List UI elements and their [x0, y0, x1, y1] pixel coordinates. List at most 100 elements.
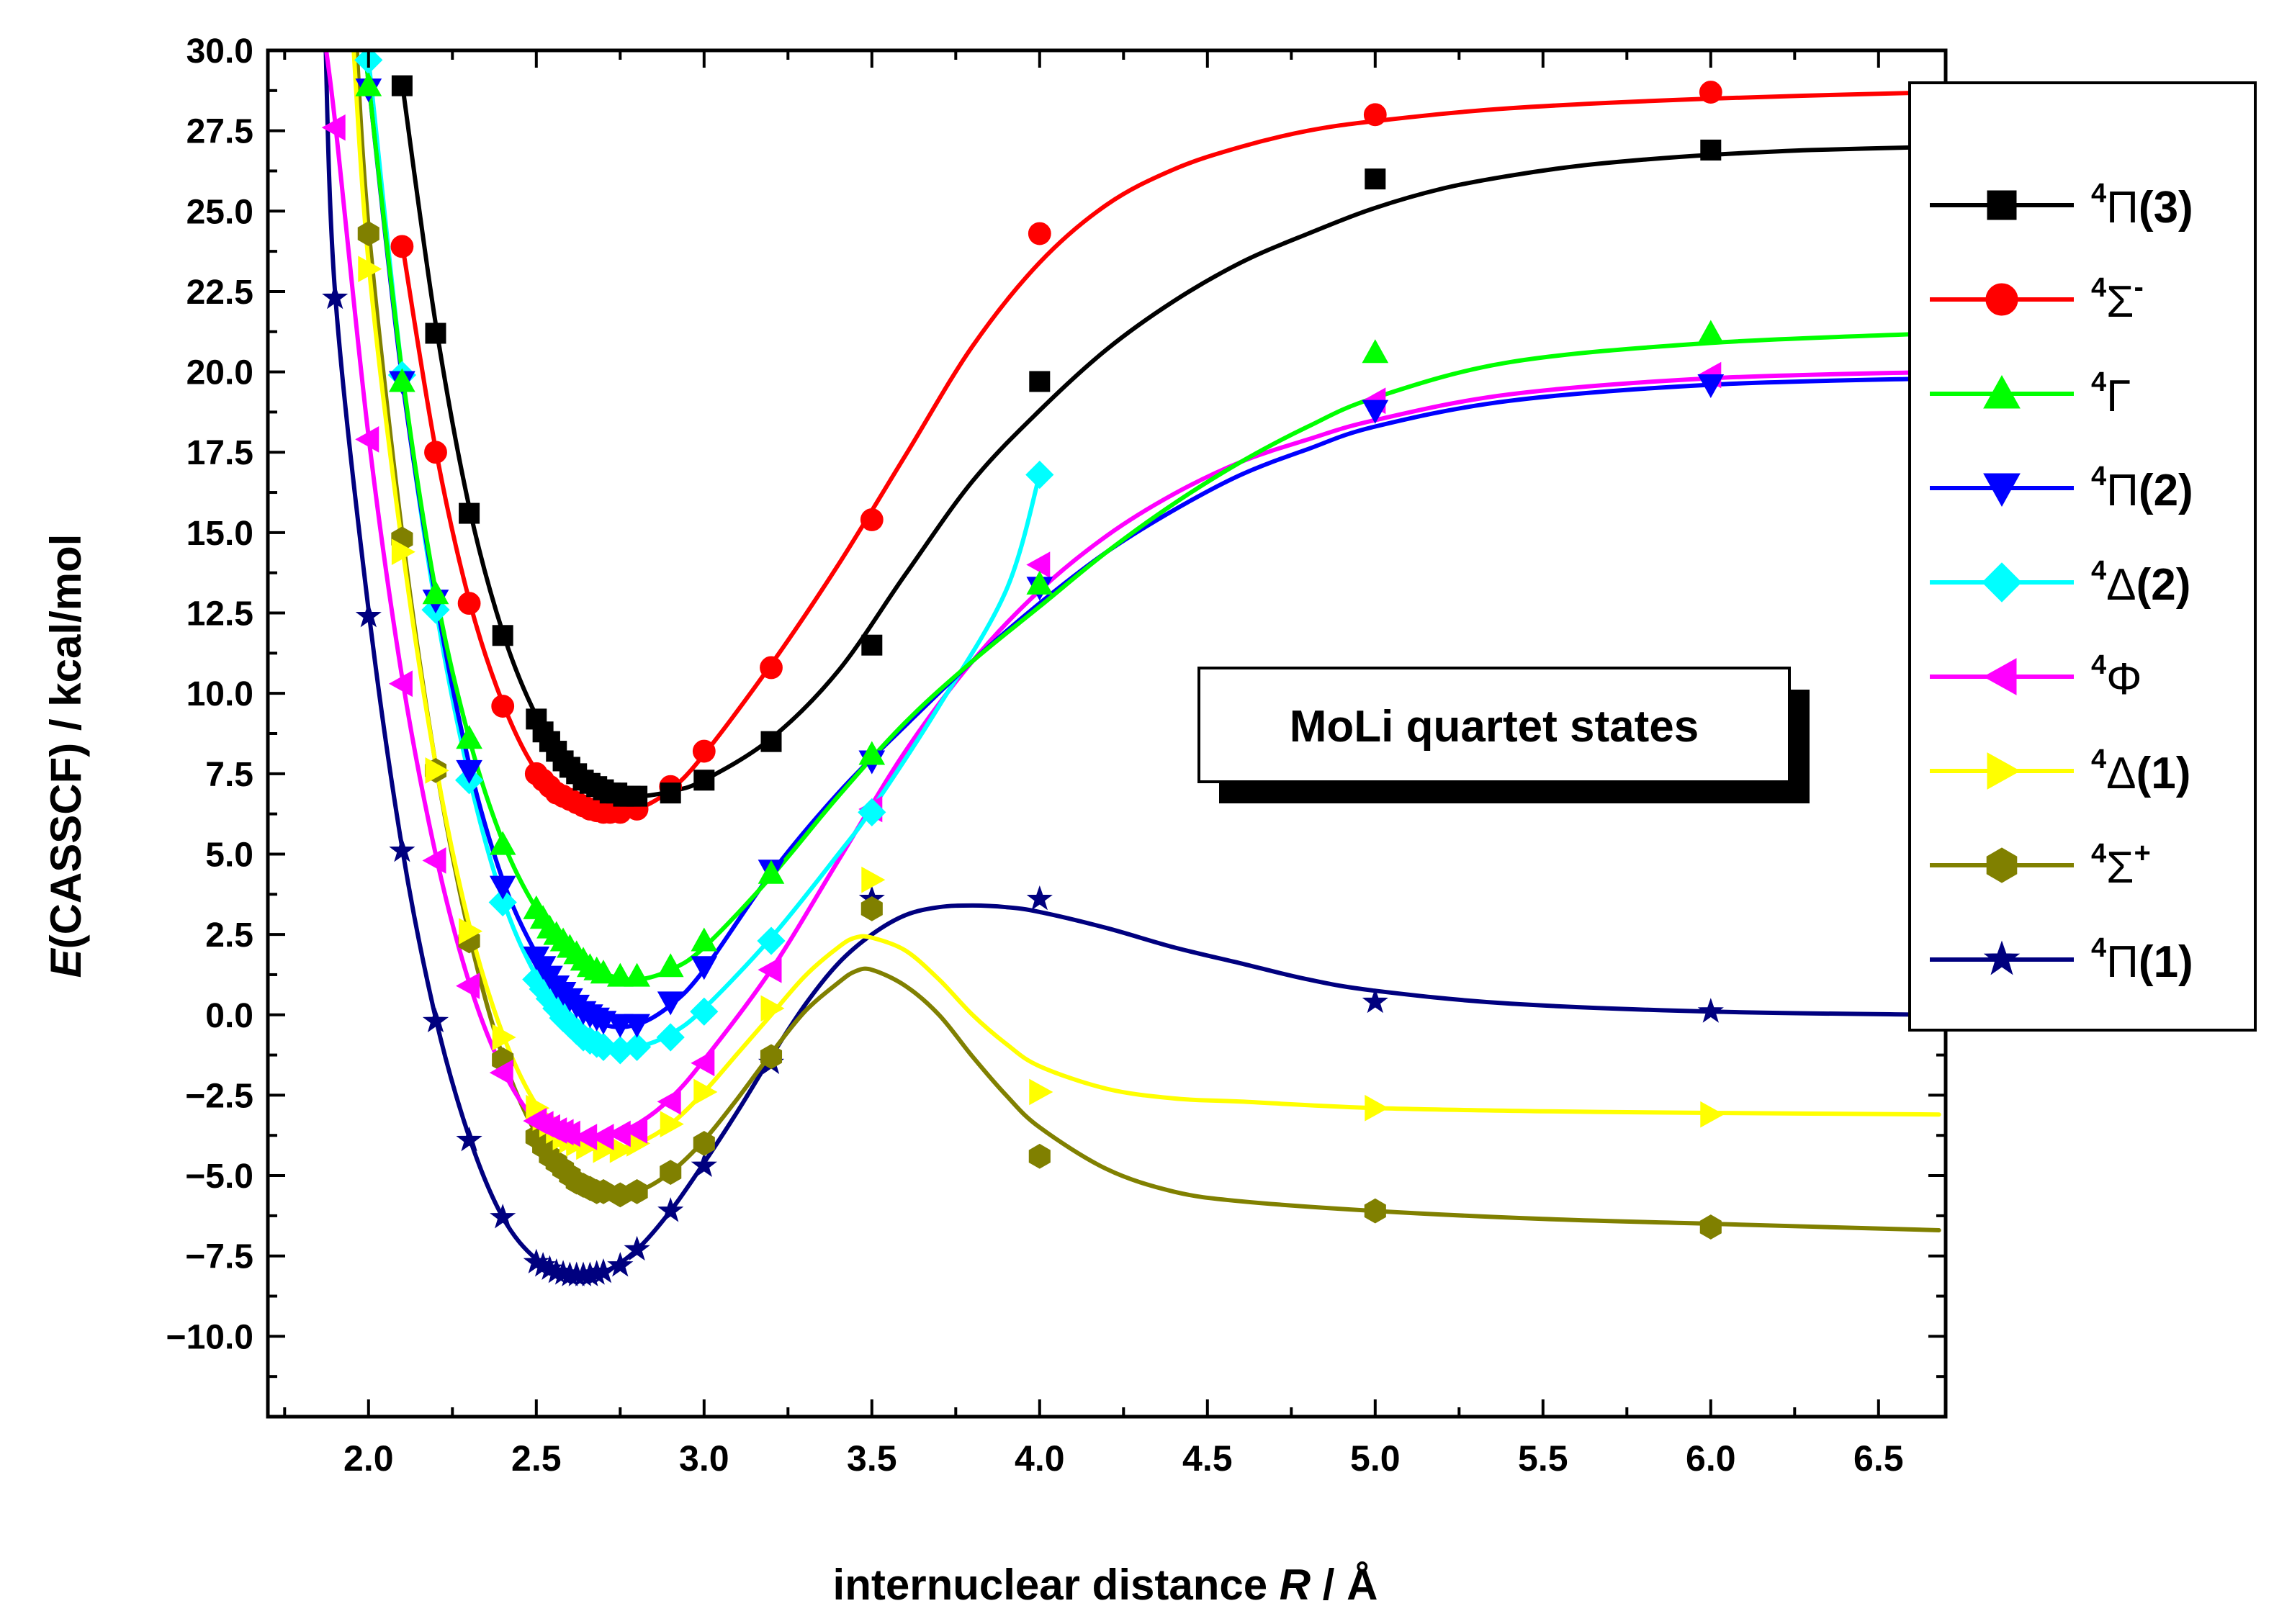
data-point	[626, 1179, 648, 1204]
y-tick-label: 2.5	[205, 916, 253, 955]
y-tick-label: 5.0	[205, 836, 253, 874]
data-point	[1364, 1198, 1386, 1224]
data-point	[660, 782, 681, 804]
data-point	[592, 1179, 615, 1204]
data-point	[1699, 81, 1722, 104]
data-point	[355, 602, 382, 628]
legend-label: 4Π(3)	[2091, 179, 2193, 233]
y-tick-label: −5.0	[185, 1158, 253, 1196]
chart-title: MoLi quartet states	[1290, 702, 1699, 752]
data-point	[760, 731, 782, 752]
x-tick-label: 3.0	[679, 1438, 729, 1479]
data-point	[858, 798, 886, 827]
data-point	[622, 1032, 652, 1062]
data-point	[690, 997, 719, 1026]
data-point	[1365, 1094, 1389, 1122]
data-point	[1362, 400, 1389, 424]
data-point	[321, 114, 346, 141]
data-point	[693, 1131, 715, 1156]
data-point	[1026, 885, 1053, 911]
y-tick-label: −10.0	[166, 1318, 253, 1356]
y-tick-label: 30.0	[186, 32, 253, 71]
data-point	[1362, 339, 1389, 364]
data-point	[624, 962, 650, 987]
data-point	[660, 1160, 682, 1185]
legend-marker	[1987, 752, 2021, 790]
data-point	[1699, 1214, 1722, 1240]
data-point	[624, 1117, 648, 1144]
data-point	[391, 75, 413, 96]
data-point	[657, 953, 684, 978]
data-point	[626, 785, 648, 807]
x-tick-label: 4.0	[1015, 1438, 1065, 1479]
legend-label: 4Δ(2)	[2091, 556, 2190, 610]
data-point	[1026, 570, 1053, 595]
data-point	[1025, 460, 1054, 490]
data-point	[657, 1197, 684, 1222]
y-tick-label: 0.0	[205, 997, 253, 1035]
legend-label: 4Δ(1)	[2091, 744, 2190, 798]
data-point	[492, 625, 513, 646]
data-point	[457, 592, 481, 615]
data-point	[456, 759, 482, 784]
y-tick-label: −2.5	[185, 1077, 253, 1115]
legend-label: 4Σ+	[2091, 837, 2151, 893]
data-point	[456, 973, 480, 999]
y-tick-label: 25.0	[186, 193, 253, 231]
series-line	[362, 50, 1941, 1029]
x-tick-label: 2.5	[511, 1438, 562, 1479]
legend-marker	[1985, 283, 2018, 316]
y-tick-label: 17.5	[186, 434, 253, 472]
data-point	[693, 770, 715, 791]
data-point	[489, 831, 516, 855]
data-point	[425, 757, 449, 784]
data-point	[606, 962, 634, 987]
data-point	[422, 847, 446, 874]
data-point	[1026, 551, 1051, 578]
series-line	[323, 50, 1941, 1278]
legend: 4Π(3) 4Σ- 4Γ 4Π(2) 4Δ(2) 4Φ 4Δ(1) 4Σ+ 4Π(1)	[1908, 81, 2257, 1032]
data-point	[1697, 320, 1725, 344]
data-point	[422, 1007, 449, 1033]
data-point	[389, 368, 415, 392]
y-tick-label: 27.5	[186, 113, 253, 151]
data-point	[456, 1126, 482, 1152]
data-point	[691, 1050, 715, 1077]
y-axis-label: E(CASSCF) / kcal/mol	[42, 534, 90, 978]
legend-marker	[1983, 473, 2021, 508]
data-point	[758, 956, 782, 983]
data-point	[757, 926, 786, 955]
x-tick-label: 3.5	[847, 1438, 897, 1479]
data-point	[1700, 1101, 1725, 1128]
legend-marker	[1982, 658, 2017, 695]
data-point	[355, 72, 382, 96]
data-point	[758, 860, 785, 884]
series-line	[362, 50, 1941, 982]
data-point	[355, 426, 379, 453]
y-tick-label: 7.5	[205, 756, 253, 794]
data-point	[590, 1258, 617, 1284]
x-tick-label: 5.5	[1518, 1438, 1568, 1479]
y-tick-label: 12.5	[186, 595, 253, 633]
legend-marker	[1986, 847, 2018, 883]
data-point	[492, 1024, 516, 1051]
data-point	[488, 888, 517, 917]
data-point	[489, 875, 516, 900]
data-point	[489, 1059, 513, 1086]
data-point	[424, 441, 447, 464]
y-tick-label: 22.5	[186, 274, 253, 312]
data-point	[760, 995, 785, 1022]
data-point	[491, 695, 515, 718]
data-point	[357, 221, 379, 246]
legend-marker	[1983, 940, 2021, 975]
chart-title-box: MoLi quartet states	[1197, 667, 1810, 803]
data-point	[657, 1088, 681, 1115]
data-point	[425, 322, 446, 344]
data-point	[760, 656, 783, 680]
x-tick-label: 4.5	[1182, 1438, 1233, 1479]
x-tick-label: 5.0	[1350, 1438, 1401, 1479]
data-point	[624, 1014, 650, 1038]
x-tick-label: 6.5	[1853, 1438, 1904, 1479]
data-point	[861, 866, 886, 893]
data-point	[606, 1014, 634, 1038]
